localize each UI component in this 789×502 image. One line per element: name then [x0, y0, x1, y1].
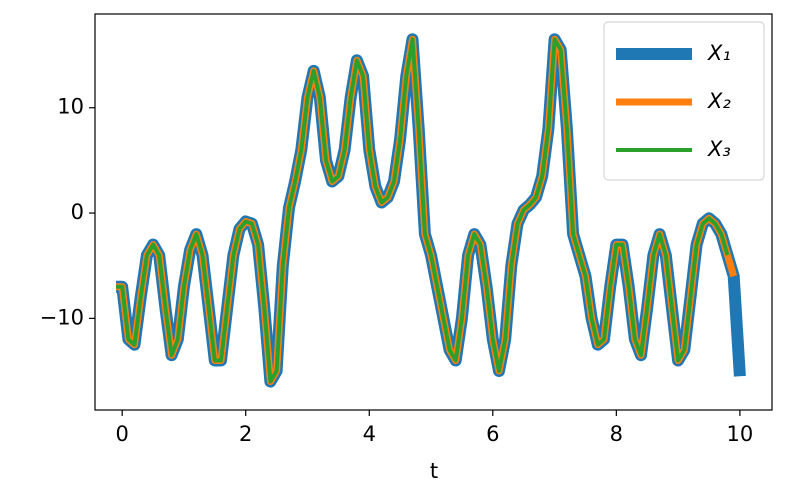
x-axis-label: t: [430, 459, 438, 483]
y-tick-label: 10: [57, 95, 84, 119]
plot-frame: [94, 13, 773, 411]
x-tick-label: 6: [486, 422, 499, 446]
x-tick-label: 4: [363, 422, 376, 446]
x-tick-label: 8: [610, 422, 623, 446]
series-line: [116, 37, 730, 384]
y-tick-label: 0: [71, 200, 84, 224]
legend-label: X₁: [707, 41, 731, 65]
x-tick-label: 10: [727, 422, 754, 446]
legend-label: X₃: [707, 137, 731, 161]
y-tick-label: −10: [40, 305, 84, 329]
legend-label: X₂: [707, 89, 731, 113]
x-tick-label: 2: [239, 422, 252, 446]
x-tick-label: 0: [115, 422, 128, 446]
